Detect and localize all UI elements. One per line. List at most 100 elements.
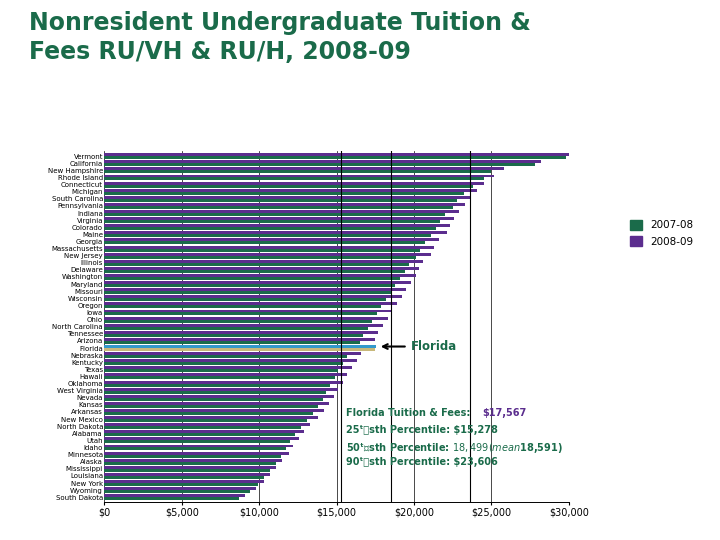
Bar — [104, 402, 329, 405]
Bar — [104, 458, 282, 462]
Bar — [104, 253, 431, 255]
Bar — [104, 316, 387, 320]
Bar — [104, 167, 504, 171]
Bar — [104, 203, 465, 206]
Bar — [104, 416, 318, 419]
Bar — [104, 174, 495, 178]
Bar — [104, 494, 239, 500]
Bar — [104, 423, 310, 426]
Bar — [104, 402, 318, 408]
Bar — [104, 494, 246, 497]
Bar — [104, 167, 492, 173]
Bar — [104, 267, 405, 273]
Bar — [104, 231, 431, 237]
Bar — [104, 395, 333, 398]
Bar — [104, 480, 258, 486]
Text: Florida: Florida — [383, 340, 456, 353]
Bar — [104, 224, 449, 227]
Text: 90ᵗ˾sth Percentile: $23,606: 90ᵗ˾sth Percentile: $23,606 — [346, 457, 498, 468]
Bar — [104, 331, 363, 337]
Bar — [104, 444, 293, 448]
Bar — [104, 473, 270, 476]
Bar — [104, 239, 438, 241]
Bar — [104, 231, 446, 234]
Bar — [104, 487, 256, 490]
Bar — [104, 267, 418, 270]
Bar — [104, 480, 264, 483]
Bar — [104, 388, 325, 394]
Bar — [104, 345, 377, 348]
Bar — [104, 352, 361, 355]
Bar — [104, 473, 264, 479]
Bar — [104, 246, 434, 248]
Bar — [104, 309, 377, 315]
Text: 50ᵗ˾sth Percentile: $18,499 (mean $18,591): 50ᵗ˾sth Percentile: $18,499 (mean $18,59… — [346, 441, 562, 455]
Bar — [104, 323, 383, 327]
Bar — [104, 366, 338, 372]
Bar — [104, 217, 454, 220]
Bar — [104, 466, 276, 469]
Bar — [104, 302, 397, 306]
Bar — [104, 458, 276, 465]
Bar — [104, 260, 423, 263]
Bar — [104, 210, 445, 216]
Bar — [104, 153, 572, 156]
Bar — [104, 388, 338, 390]
Bar — [104, 239, 425, 245]
Bar — [104, 444, 286, 450]
Bar — [104, 381, 343, 383]
Text: 25ᵗ˾sth Percentile: $15,278: 25ᵗ˾sth Percentile: $15,278 — [346, 425, 498, 435]
Bar — [104, 352, 348, 358]
Bar — [104, 253, 415, 259]
Bar — [104, 160, 541, 163]
Bar — [104, 487, 250, 493]
Bar — [104, 323, 368, 330]
Bar — [104, 181, 484, 185]
Bar — [104, 210, 459, 213]
Bar — [104, 203, 453, 209]
Bar — [104, 302, 382, 308]
Bar — [104, 309, 392, 313]
Bar — [104, 374, 348, 376]
Bar — [104, 451, 281, 457]
Bar — [104, 437, 300, 441]
Bar — [104, 246, 420, 252]
Bar — [104, 196, 457, 202]
Bar — [104, 466, 270, 472]
Bar — [104, 409, 313, 415]
Bar — [104, 188, 464, 195]
Bar — [104, 345, 375, 351]
Bar — [104, 416, 307, 422]
Bar — [104, 181, 473, 187]
Bar — [104, 338, 360, 344]
Bar — [104, 374, 335, 380]
Bar — [104, 395, 323, 401]
Bar — [104, 295, 386, 301]
Bar — [104, 331, 379, 334]
Text: $17,567: $17,567 — [482, 408, 526, 418]
Bar — [104, 288, 406, 291]
Bar — [104, 381, 330, 387]
Bar — [104, 217, 441, 223]
Bar — [104, 188, 477, 192]
Bar — [104, 366, 352, 369]
Bar — [104, 295, 402, 298]
Text: 19: 19 — [4, 139, 18, 150]
Bar — [104, 274, 415, 277]
Bar — [104, 338, 375, 341]
Bar — [104, 316, 372, 322]
Bar — [104, 288, 391, 294]
Bar — [104, 430, 294, 436]
Bar — [104, 409, 324, 412]
Text: Florida Tuition & Fees:: Florida Tuition & Fees: — [346, 408, 473, 418]
Bar — [104, 260, 410, 266]
Bar — [104, 359, 356, 362]
Bar — [104, 160, 535, 166]
Bar — [104, 174, 484, 180]
Bar — [104, 281, 395, 287]
Bar — [104, 451, 289, 455]
Bar — [104, 437, 290, 443]
Text: Nonresident Undergraduate Tuition &
Fees RU/VH & RU/H, 2008-09: Nonresident Undergraduate Tuition & Fees… — [29, 11, 531, 64]
Bar — [104, 281, 411, 284]
Bar — [104, 274, 400, 280]
